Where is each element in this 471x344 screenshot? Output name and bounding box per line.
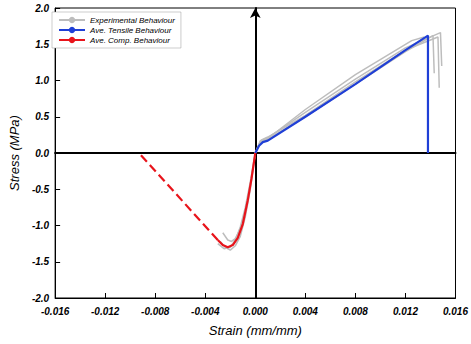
svg-text:Ave. Comp. Behaviour: Ave. Comp. Behaviour: [89, 36, 170, 45]
svg-text:Stress (MPa): Stress (MPa): [7, 115, 22, 191]
svg-text:Strain (mm/mm): Strain (mm/mm): [209, 323, 302, 338]
svg-text:1.0: 1.0: [35, 75, 49, 86]
svg-text:0.012: 0.012: [393, 306, 418, 317]
svg-text:0.000: 0.000: [243, 306, 268, 317]
svg-text:2.0: 2.0: [34, 3, 49, 14]
svg-text:0.008: 0.008: [343, 306, 368, 317]
svg-text:-1.5: -1.5: [32, 256, 50, 267]
svg-text:-0.004: -0.004: [191, 306, 220, 317]
svg-text:1.5: 1.5: [35, 39, 49, 50]
svg-text:0.0: 0.0: [35, 148, 49, 159]
svg-text:0.5: 0.5: [35, 111, 49, 122]
svg-text:0.004: 0.004: [293, 306, 318, 317]
svg-text:-2.0: -2.0: [32, 293, 50, 304]
svg-text:-0.012: -0.012: [91, 306, 120, 317]
svg-text:-0.5: -0.5: [32, 184, 50, 195]
svg-text:Ave. Tensile Behaviour: Ave. Tensile Behaviour: [89, 26, 172, 35]
svg-text:-0.016: -0.016: [41, 306, 70, 317]
svg-text:-1.0: -1.0: [32, 220, 50, 231]
svg-text:0.016: 0.016: [443, 306, 468, 317]
svg-text:-0.008: -0.008: [141, 306, 170, 317]
svg-text:Experimental Behaviour: Experimental Behaviour: [90, 16, 175, 25]
